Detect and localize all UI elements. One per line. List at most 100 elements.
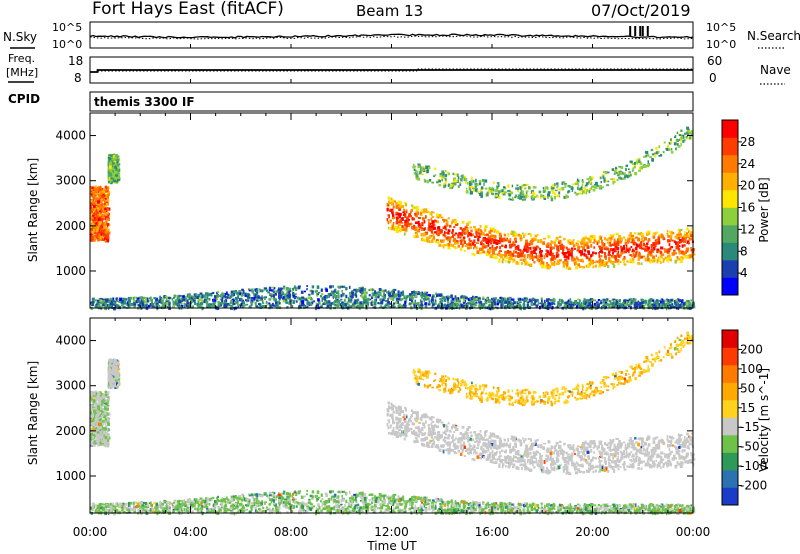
power-cell — [352, 304, 356, 307]
power-cell — [250, 301, 253, 304]
power-cell — [206, 306, 209, 309]
power-cell — [626, 302, 628, 306]
power-cell — [326, 300, 329, 304]
power-cell — [101, 188, 104, 191]
power-cell — [276, 290, 278, 293]
power-cell — [253, 293, 255, 297]
power-cell — [229, 295, 233, 298]
power-cell — [683, 301, 687, 304]
power-cell — [280, 288, 283, 293]
power-cell — [248, 289, 252, 292]
power-cell — [214, 295, 217, 298]
power-cell — [383, 297, 386, 300]
power-cell — [349, 301, 352, 304]
power-cell — [102, 303, 105, 307]
power-cell — [105, 216, 107, 218]
power-cell — [259, 305, 262, 309]
power-cell — [114, 176, 116, 180]
power-cell — [493, 303, 497, 306]
power-cell — [670, 298, 673, 301]
power-cell — [98, 302, 100, 307]
power-cell — [366, 304, 369, 307]
power-cell — [104, 185, 107, 189]
power-cell — [360, 291, 364, 294]
power-cell — [320, 295, 322, 298]
power-cell — [90, 219, 93, 222]
power-cell — [372, 288, 375, 292]
power-cell — [116, 297, 119, 300]
power-cell — [648, 299, 650, 302]
power-cell — [363, 298, 366, 302]
power-cell — [548, 304, 550, 307]
power-cell — [184, 296, 187, 299]
power-cell — [349, 292, 352, 295]
power-cell — [348, 298, 352, 301]
power-cell — [300, 298, 304, 301]
power-cell — [257, 296, 261, 299]
power-cell — [254, 288, 256, 291]
power-cell — [117, 178, 120, 181]
power-cell — [316, 293, 319, 296]
power-cell — [303, 297, 307, 301]
power-cell — [387, 304, 390, 307]
power-cell — [604, 302, 608, 304]
power-cell — [178, 296, 181, 300]
power-cell — [365, 299, 368, 302]
power-cell — [221, 298, 223, 302]
power-cell — [202, 300, 206, 304]
power-cell — [502, 301, 505, 305]
power-cell — [465, 305, 468, 308]
power-cell — [90, 202, 93, 206]
power-cell — [159, 295, 161, 300]
power-cell — [618, 299, 621, 303]
power-cell — [240, 297, 243, 301]
power-cell — [173, 297, 176, 299]
power-cell — [354, 293, 357, 296]
power-cell — [634, 302, 637, 305]
power-cell — [512, 302, 515, 305]
power-cell — [236, 291, 240, 295]
power-cell — [335, 297, 337, 300]
power-cell — [140, 303, 143, 307]
power-cell — [470, 299, 473, 303]
power-cell — [482, 296, 485, 299]
power-cell — [625, 301, 628, 304]
power-cell — [516, 301, 519, 304]
power-cell — [676, 303, 680, 307]
power-cell — [552, 297, 555, 300]
power-cell — [371, 300, 374, 304]
power-cell — [90, 236, 93, 240]
power-cell — [179, 298, 182, 302]
power-cell — [273, 298, 276, 302]
power-cell — [358, 287, 362, 290]
power-cell — [306, 288, 308, 291]
power-cell — [292, 301, 295, 304]
power-cell — [484, 300, 486, 303]
power-cell — [485, 298, 488, 302]
power-cell — [404, 301, 407, 304]
power-cell — [163, 302, 166, 305]
power-cell — [373, 302, 377, 306]
power-cell — [424, 295, 427, 298]
power-cell — [227, 293, 230, 297]
power-cell — [409, 293, 413, 297]
power-cell — [584, 299, 587, 303]
power-cell — [536, 299, 539, 302]
power-cell — [107, 193, 110, 196]
power-cell — [104, 194, 106, 197]
power-cell — [516, 304, 520, 308]
power-cell — [153, 297, 156, 299]
power-cell — [275, 303, 279, 306]
power-cell — [437, 305, 440, 308]
power-cell — [158, 299, 161, 304]
power-cell — [382, 298, 385, 301]
power-cell — [168, 303, 171, 307]
noise-strip-lines — [89, 26, 694, 40]
power-cell — [309, 289, 313, 293]
power-cell — [677, 302, 680, 305]
noise-right-tick-top: 10^5 — [706, 21, 736, 34]
power-cell — [576, 305, 579, 309]
power-cell — [162, 303, 165, 306]
power-cell — [309, 298, 313, 301]
power-cell — [289, 294, 291, 298]
